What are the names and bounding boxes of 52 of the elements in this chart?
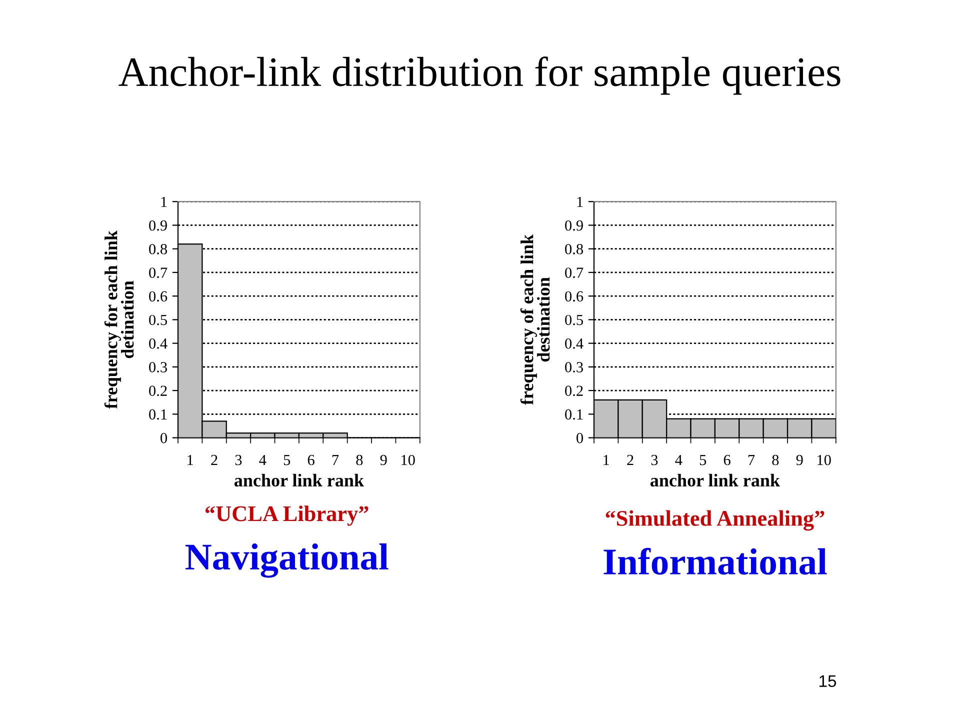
y-tick-label: 0.5 <box>565 314 583 326</box>
y-tick-label: 0.9 <box>149 220 167 231</box>
x-tick-label: 3 <box>235 454 242 466</box>
text: Informational <box>604 548 827 575</box>
x-tick-label: 2 <box>627 454 634 466</box>
y-tick-label: 0.3 <box>149 362 167 372</box>
chart-title: Anchor-link distribution for sample queries <box>118 56 840 95</box>
y-tick-label: 0.8 <box>565 244 583 254</box>
x-tick-label: 1 <box>604 454 609 466</box>
y-tick-label: 0.3 <box>565 362 583 372</box>
y-tick-label: 0 <box>160 432 167 444</box>
x-tick-label: 10 <box>818 454 831 466</box>
text: Navigational <box>185 543 388 578</box>
x-axis-title: anchor link rank <box>234 474 364 487</box>
x-tick-label: 5 <box>284 455 290 466</box>
y-tick-label: 0.5 <box>149 314 167 326</box>
y-tick-label: 0.1 <box>565 409 583 420</box>
y-tick-label: 0.6 <box>149 291 168 302</box>
x-tick-label: 9 <box>380 454 387 466</box>
x-tick-label: 6 <box>724 454 730 466</box>
y-axis-title: frequency of each link destination <box>520 234 550 405</box>
x-tick-label: 5 <box>700 455 706 466</box>
x-tick-label: 4 <box>259 454 266 466</box>
y-tick-label: 0.2 <box>149 386 167 396</box>
x-tick-label: 2 <box>211 454 218 466</box>
x-axis-title: anchor link rank <box>650 474 780 487</box>
x-tick-label: 4 <box>675 454 682 466</box>
x-tick-label: 1 <box>188 454 193 466</box>
y-tick-label: 0.8 <box>149 244 167 254</box>
x-tick-label: 6 <box>308 454 314 466</box>
y-tick-label: 0.4 <box>565 338 584 349</box>
y-tick-label: 0.9 <box>565 220 583 231</box>
y-tick-label: 0.6 <box>565 291 584 302</box>
y-axis-title: frequency for each link detination <box>104 230 134 409</box>
y-tick-label: 0 <box>576 432 583 444</box>
y-tick-label: 0.1 <box>149 409 167 420</box>
x-tick-label: 10 <box>402 454 415 466</box>
x-tick-label: 7 <box>748 455 755 466</box>
y-tick-label: 0.4 <box>149 338 168 349</box>
text: 15 <box>820 675 836 688</box>
x-tick-label: 8 <box>356 454 363 466</box>
x-tick-label: 9 <box>796 454 803 466</box>
y-tick-label: 0.7 <box>565 268 584 278</box>
x-tick-label: 8 <box>772 454 779 466</box>
text: “UCLA Library” <box>206 506 368 526</box>
x-tick-label: 3 <box>651 454 658 466</box>
text: “Simulated Annealing” <box>606 510 824 531</box>
y-tick-label: 0.7 <box>149 268 168 278</box>
y-tick-label: 1 <box>577 196 583 207</box>
y-tick-label: 1 <box>161 196 167 207</box>
y-tick-label: 0.2 <box>565 386 583 396</box>
x-tick-label: 7 <box>332 455 339 466</box>
